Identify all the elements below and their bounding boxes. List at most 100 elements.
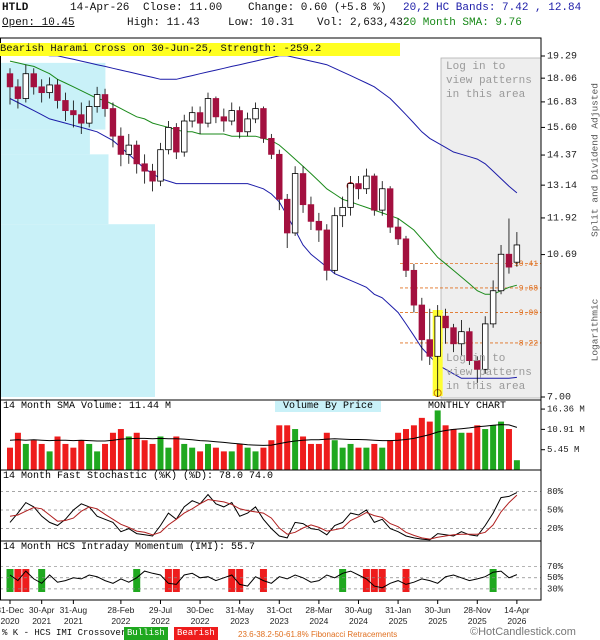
- symbol: HTLD: [2, 2, 29, 14]
- volume-bar: [252, 451, 259, 470]
- volume-bar: [30, 440, 37, 470]
- candle-body: [434, 315, 441, 357]
- volume-bar: [482, 429, 489, 470]
- pattern-banner: Bearish Harami Cross on 30-Jun-25, Stren…: [0, 43, 400, 56]
- volume-bar: [458, 432, 465, 470]
- volume-bar: [434, 410, 441, 470]
- candle-body: [371, 175, 378, 211]
- y-tick-label: 7.00: [547, 393, 571, 404]
- candle-body: [196, 112, 204, 124]
- y-tick-label: 19.29: [547, 52, 577, 63]
- volume-bar: [173, 436, 180, 470]
- candle-body: [228, 110, 235, 122]
- volume-bar: [387, 440, 394, 470]
- candle-body: [442, 315, 449, 329]
- x-tick-label: 28-Feb 2022: [107, 605, 135, 626]
- x-tick-label: 29-Jul 2022: [148, 605, 173, 626]
- candle-body: [418, 304, 426, 341]
- y-tick-label: 10.69: [547, 250, 577, 261]
- volume-bar: [450, 429, 457, 470]
- volume-by-price-bar: [0, 154, 109, 225]
- candle-body: [133, 144, 140, 165]
- volume-bar: [7, 447, 13, 470]
- date: 14-Apr-26: [70, 2, 130, 14]
- volume-bar: [102, 443, 109, 470]
- y-tick-label: 16.36 M: [547, 404, 585, 414]
- bullish-signal: [38, 569, 46, 592]
- volume-bar: [220, 451, 227, 470]
- candle-body: [165, 127, 172, 151]
- bearish-signal: [236, 569, 244, 592]
- candle-body: [157, 149, 164, 182]
- bullish-key: Bullish: [124, 627, 168, 640]
- candle-body: [6, 73, 14, 88]
- volume-title: 14 Month SMA Volume: 11.44 M: [3, 401, 172, 412]
- x-tick-label: 31-Aug 2021: [59, 605, 88, 626]
- candle-body: [244, 118, 251, 133]
- candle-body: [497, 253, 505, 292]
- y-tick-label: 13.14: [547, 181, 577, 192]
- volume-bar: [403, 429, 409, 470]
- volume-bar: [442, 425, 449, 470]
- y-tick-label: 30%: [547, 584, 564, 594]
- volume-bar: [189, 447, 196, 470]
- imi-frame: [0, 540, 542, 601]
- candle-body: [30, 73, 37, 88]
- candle-body: [331, 215, 338, 271]
- candle-body: [323, 229, 330, 271]
- volume-bar: [133, 432, 140, 470]
- upper-band: [10, 51, 518, 194]
- y-tick-label: 16.83: [547, 98, 577, 109]
- volume-bar: [181, 443, 188, 470]
- volume-bar: [94, 451, 101, 470]
- volume-bar: [260, 447, 267, 470]
- volume-bar: [62, 443, 69, 470]
- candle-body: [386, 188, 394, 228]
- volume-bar: [323, 432, 330, 470]
- volume-bar: [276, 425, 283, 470]
- candle-body: [268, 137, 275, 155]
- volume-bar: [331, 440, 338, 470]
- candle-body: [117, 135, 125, 155]
- bullish-signal: [489, 569, 497, 592]
- candle-body: [38, 86, 45, 94]
- candle-body: [181, 120, 188, 153]
- bullish-signal: [6, 569, 14, 592]
- candle-body: [78, 114, 85, 124]
- x-tick-label: 31-Dec 2020: [0, 605, 24, 626]
- candle-body: [14, 86, 22, 99]
- candle-body: [339, 206, 346, 217]
- candle-body: [141, 163, 148, 172]
- login-note: Log in to view patterns in this area: [446, 353, 532, 393]
- candle-body: [363, 175, 370, 190]
- volume-bar: [339, 447, 346, 470]
- volume-bar: [292, 429, 299, 470]
- x-tick-label: 28-Mar 2024: [305, 605, 333, 626]
- candle-body: [307, 204, 315, 222]
- volume-bar: [109, 432, 116, 470]
- volume-bar: [54, 436, 61, 470]
- volume-bar: [14, 432, 21, 470]
- bullish-signal: [133, 569, 141, 592]
- volume-bar: [426, 421, 433, 470]
- volume-bar: [212, 447, 219, 470]
- volume-bar: [498, 421, 505, 470]
- candle-body: [260, 108, 267, 139]
- candle-body: [86, 106, 93, 124]
- candle-body: [426, 339, 433, 357]
- volume-bar: [513, 460, 520, 470]
- volume-bar: [363, 447, 370, 470]
- x-tick-label: 14-Apr 2026: [504, 605, 530, 626]
- y-tick-label: 20%: [547, 524, 564, 534]
- login-note: Log in to view patterns in this area: [446, 61, 532, 101]
- candle-body: [474, 360, 481, 370]
- candle-body: [93, 94, 101, 107]
- volume-bar: [244, 447, 251, 470]
- candle-body: [299, 173, 307, 206]
- candle-body: [212, 98, 220, 118]
- volume-bar: [205, 443, 211, 470]
- volume-bar: [355, 447, 362, 470]
- x-tick-label: 31-Jan 2025: [385, 605, 412, 626]
- y-tick-label: 11.92: [547, 214, 577, 225]
